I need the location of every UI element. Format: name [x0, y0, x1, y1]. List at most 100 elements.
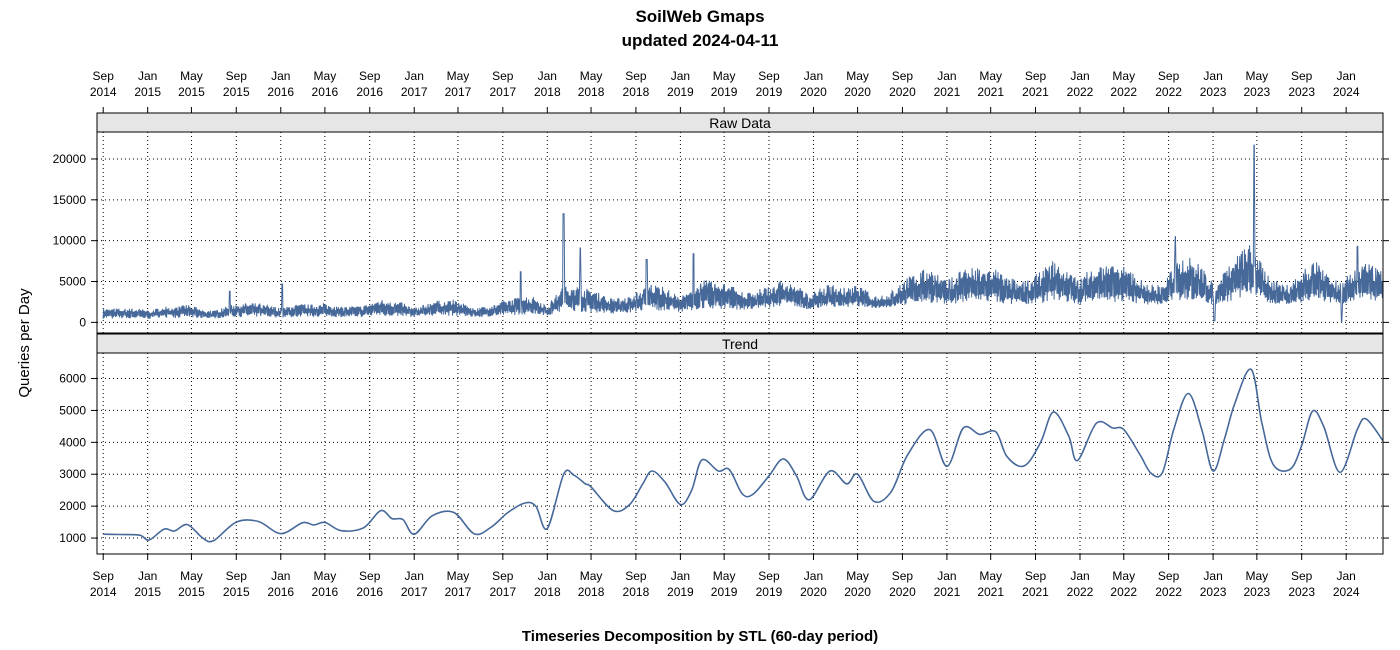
top-x-tick-label: 2022	[1067, 85, 1094, 99]
top-x-tick-label: May	[846, 69, 869, 83]
bottom-x-tick-label: 2015	[134, 585, 161, 599]
bottom-x-tick-label: Sep	[492, 569, 514, 583]
top-x-tick-label: Sep	[1158, 69, 1180, 83]
bottom-x-tick-label: May	[447, 569, 470, 583]
bottom-x-tick-label: 2022	[1067, 585, 1094, 599]
y-tick-label: 3000	[59, 467, 86, 481]
top-x-tick-label: May	[580, 69, 603, 83]
bottom-x-tick-label: Jan	[1203, 569, 1222, 583]
top-x-tick-label: May	[314, 69, 337, 83]
top-x-tick-label: Sep	[625, 69, 647, 83]
y-tick-label: 20000	[53, 152, 87, 166]
y-tick-label: 2000	[59, 499, 86, 513]
top-x-tick-label: Jan	[138, 69, 157, 83]
top-x-tick-label: 2020	[800, 85, 827, 99]
bottom-x-tick-label: Sep	[93, 569, 115, 583]
raw-data-series	[102, 144, 1383, 323]
bottom-x-tick-label: 2018	[534, 585, 561, 599]
top-x-tick-label: 2017	[489, 85, 516, 99]
chart-subtitle: updated 2024-04-11	[622, 31, 779, 50]
top-x-tick-label: May	[447, 69, 470, 83]
top-x-tick-label: Sep	[1291, 69, 1313, 83]
bottom-x-tick-label: 2023	[1200, 585, 1227, 599]
panel-trend: Trend 1000 2000 3000 4000 5000 6000	[59, 333, 1389, 555]
bottom-x-tick-label: May	[979, 569, 1002, 583]
bottom-x-tick-label: 2017	[401, 585, 428, 599]
bottom-x-tick-label: 2020	[844, 585, 871, 599]
y-tick-label: 15000	[53, 193, 87, 207]
bottom-x-tick-label: 2017	[489, 585, 516, 599]
bottom-x-tick-label: May	[580, 569, 603, 583]
top-x-tick-label: 2016	[312, 85, 339, 99]
bottom-x-tick-label: 2014	[90, 585, 117, 599]
y-tick-label: 5000	[59, 403, 86, 417]
top-x-tick-label: Sep	[1025, 69, 1047, 83]
bottom-x-tick-label: Jan	[538, 569, 557, 583]
top-x-tick-label: 2015	[178, 85, 205, 99]
bottom-x-tick-label: 2019	[667, 585, 694, 599]
y-tick-label: 5000	[59, 275, 86, 289]
y-tick-label: 6000	[59, 372, 86, 386]
top-x-tick-label: 2021	[934, 85, 961, 99]
bottom-x-axis: Sep 2014 Jan 2015 May 2015 Sep 2015 Jan 2016 May 20…	[90, 554, 1360, 599]
top-x-tick-label: May	[713, 69, 736, 83]
top-x-tick-label: Jan	[804, 69, 823, 83]
bottom-x-tick-label: Jan	[1070, 569, 1089, 583]
bottom-x-tick-label: Jan	[804, 569, 823, 583]
bottom-x-tick-label: 2023	[1288, 585, 1315, 599]
top-x-tick-label: 2019	[711, 85, 738, 99]
bottom-x-tick-label: Jan	[271, 569, 290, 583]
bottom-x-tick-label: 2020	[889, 585, 916, 599]
top-x-tick-label: Jan	[405, 69, 424, 83]
bottom-x-tick-label: May	[180, 569, 203, 583]
bottom-x-tick-label: 2022	[1155, 585, 1182, 599]
top-x-tick-label: Sep	[93, 69, 115, 83]
chart-title: SoilWeb Gmaps	[635, 7, 764, 26]
bottom-x-tick-label: May	[713, 569, 736, 583]
panel-frame-trend	[96, 352, 1384, 555]
top-x-tick-label: 2018	[534, 85, 561, 99]
y-axis-trend: 1000 2000 3000 4000 5000 6000	[59, 372, 1389, 545]
bottom-x-tick-label: May	[846, 569, 869, 583]
bottom-x-tick-label: 2016	[267, 585, 294, 599]
grid-raw-data	[97, 132, 1383, 333]
top-x-tick-label: 2020	[844, 85, 871, 99]
top-x-tick-label: 2023	[1288, 85, 1315, 99]
top-x-tick-label: 2015	[223, 85, 250, 99]
top-x-tick-label: 2018	[623, 85, 650, 99]
top-x-tick-label: Sep	[226, 69, 248, 83]
bottom-x-tick-label: Sep	[1158, 569, 1180, 583]
bottom-x-tick-label: Sep	[226, 569, 248, 583]
y-tick-label: 0	[79, 315, 86, 329]
top-x-axis: Sep 2014 Jan 2015 May 2015 Sep 2015 Jan 2016 May 20…	[90, 69, 1360, 113]
top-x-tick-label: 2014	[90, 85, 117, 99]
bottom-x-tick-label: 2015	[223, 585, 250, 599]
top-x-tick-label: 2022	[1110, 85, 1137, 99]
bottom-x-tick-label: 2019	[711, 585, 738, 599]
top-x-tick-label: 2021	[977, 85, 1004, 99]
panel-frame-raw-data	[96, 131, 1384, 334]
bottom-x-tick-label: Sep	[625, 569, 647, 583]
x-axis-title: Timeseries Decomposition by STL (60-day …	[522, 628, 878, 645]
bottom-x-tick-label: Sep	[1025, 569, 1047, 583]
bottom-x-tick-label: 2018	[623, 585, 650, 599]
top-x-tick-label: Sep	[359, 69, 381, 83]
bottom-x-tick-label: 2019	[756, 585, 783, 599]
bottom-x-tick-label: 2015	[178, 585, 205, 599]
top-x-tick-label: May	[1112, 69, 1135, 83]
top-x-tick-label: 2019	[756, 85, 783, 99]
bottom-x-tick-label: 2021	[1022, 585, 1049, 599]
top-x-tick-label: May	[1246, 69, 1269, 83]
top-x-tick-label: 2018	[578, 85, 605, 99]
panel-raw-data: Raw Data 0 5000 10000 15000 20000	[53, 112, 1389, 334]
bottom-x-tick-label: Jan	[138, 569, 157, 583]
bottom-x-tick-label: Jan	[405, 569, 424, 583]
top-x-tick-label: Jan	[1336, 69, 1355, 83]
top-x-tick-label: Jan	[538, 69, 557, 83]
bottom-x-tick-label: 2022	[1110, 585, 1137, 599]
bottom-x-tick-label: Jan	[937, 569, 956, 583]
bottom-x-tick-label: 2016	[312, 585, 339, 599]
bottom-x-tick-label: Sep	[359, 569, 381, 583]
top-x-tick-label: 2023	[1243, 85, 1270, 99]
top-x-tick-label: May	[979, 69, 1002, 83]
